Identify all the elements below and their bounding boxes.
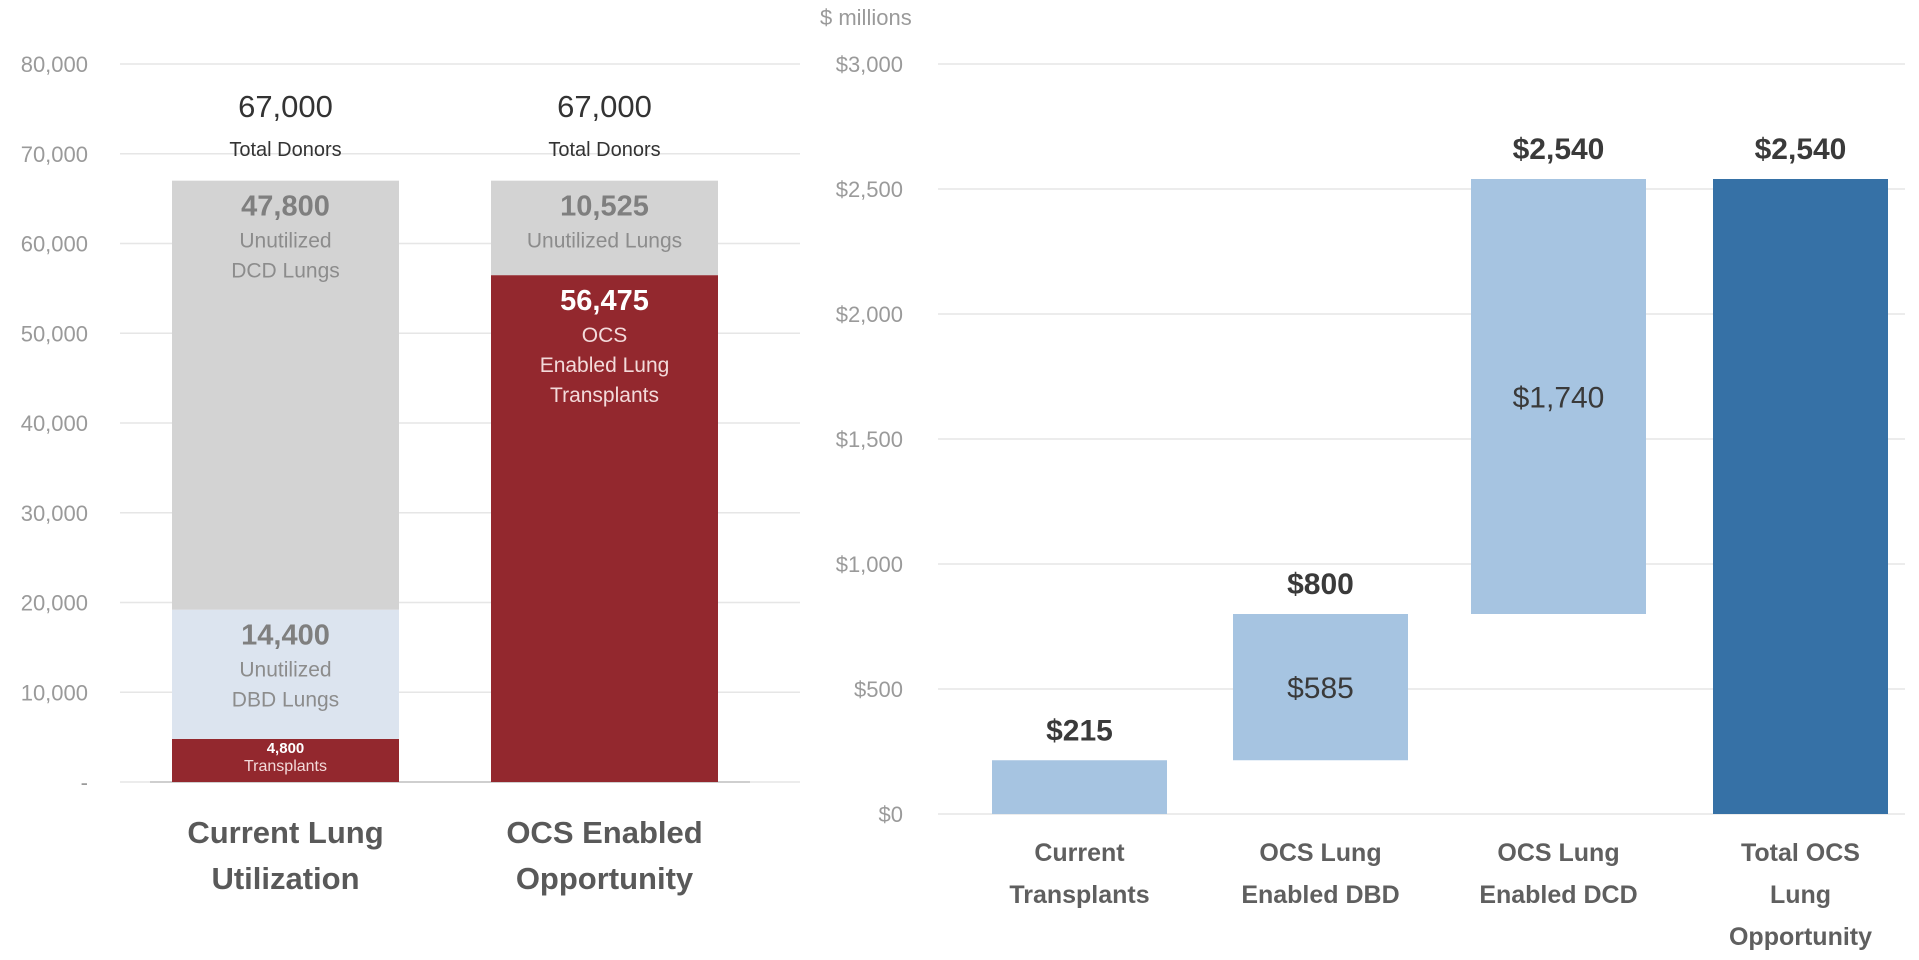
y-tick-label: 10,000 [21,680,88,705]
segment-label: DBD Lungs [232,689,339,712]
y-tick-label: $3,000 [836,52,903,77]
bar-top-value-label: $215 [1046,714,1113,747]
waterfall-revenue-chart: $ millions $0 $500 $1,000 $1,500 $2,000 $2,500… [820,5,1905,951]
y-axis-title: $ millions [820,5,912,30]
waterfall-bar [992,760,1167,814]
segment-value-label: 10,525 [560,191,649,223]
x-category-label: Enabled DCD [1479,881,1637,909]
y-tick-label: - [81,770,88,795]
x-category-label: OCS Lung [1259,839,1381,867]
segment-label: Unutilized [239,230,331,253]
total-value-label: 67,000 [557,89,652,124]
y-tick-label: 70,000 [21,142,88,167]
total-value-label: 67,000 [238,89,333,124]
x-category-label: Utilization [211,861,359,896]
segment-value-label: 14,400 [241,620,330,652]
x-category-label: Transplants [1009,881,1149,909]
x-category-label: Enabled DBD [1241,881,1399,909]
bar-delta-label: $1,740 [1513,382,1605,415]
segment-value-label: 4,800 [267,740,305,757]
x-category-label: Current Lung [187,815,383,850]
bar-top-value-label: $2,540 [1513,133,1605,166]
stack-segment [491,275,718,782]
y-tick-label: $0 [879,802,903,827]
bar-top-value-label: $2,540 [1755,133,1847,166]
x-category-label: OCS Enabled [506,815,702,850]
x-category-label: Opportunity [1729,923,1872,951]
segment-label: DCD Lungs [231,260,340,283]
stack-segment [172,609,399,739]
segment-label: Transplants [244,758,327,775]
bar-delta-label: $585 [1287,672,1354,705]
y-tick-label: 30,000 [21,501,88,526]
segment-label: Unutilized [239,659,331,682]
y-tick-label: $2,000 [836,302,903,327]
bar-top-value-label: $800 [1287,568,1354,601]
y-tick-label: 80,000 [21,52,88,77]
segment-value-label: 47,800 [241,191,330,223]
x-category-label: Opportunity [516,861,694,896]
x-category-label: Total OCS [1741,839,1860,867]
segment-value-label: 56,475 [560,285,649,317]
y-tick-label: 60,000 [21,232,88,257]
stack-segment [172,180,399,610]
waterfall-bar [1471,179,1646,614]
y-tick-label: $500 [854,677,903,702]
y-tick-label: 50,000 [21,321,88,346]
y-tick-label: $2,500 [836,177,903,202]
total-caption-label: Total Donors [548,139,660,161]
x-category-label: Current [1034,839,1125,867]
total-caption-label: Total Donors [229,139,341,161]
stack-segment [172,738,399,782]
x-category-label: OCS Lung [1497,839,1619,867]
y-tick-label: 20,000 [21,591,88,616]
segment-label: Transplants [550,384,659,407]
segment-label: OCS [582,324,628,347]
stacked-donor-chart: - 10,000 20,000 30,000 40,000 50,000 60,000 70,… [21,52,800,896]
y-tick-label: 40,000 [21,411,88,436]
y-tick-label: $1,000 [836,552,903,577]
x-category-label: Lung [1770,881,1831,909]
waterfall-bar [1713,179,1888,814]
waterfall-bar [1233,614,1408,761]
stack-segment [491,180,718,276]
y-tick-label: $1,500 [836,427,903,452]
segment-label: Enabled Lung [540,354,670,377]
segment-label: Unutilized Lungs [527,230,682,253]
